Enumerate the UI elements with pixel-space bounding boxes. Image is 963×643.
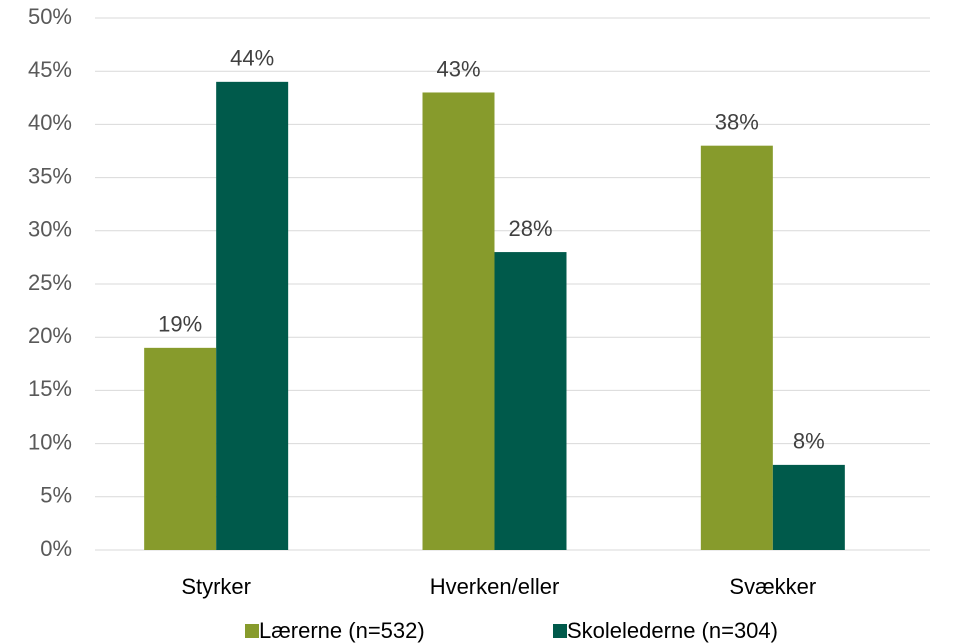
data-label: 28% <box>508 216 552 241</box>
bar <box>700 145 773 550</box>
legend-swatch <box>553 624 567 638</box>
legend-swatch <box>245 624 259 638</box>
x-tick-label: Svækker <box>729 574 816 599</box>
y-tick-label: 35% <box>28 163 72 188</box>
y-tick-label: 40% <box>28 110 72 135</box>
data-label: 38% <box>715 109 759 134</box>
y-tick-label: 50% <box>28 4 72 29</box>
x-tick-label: Styrker <box>181 574 251 599</box>
bar <box>494 252 567 550</box>
bar <box>144 347 217 550</box>
legend-label: Lærerne (n=532) <box>259 618 425 643</box>
y-tick-label: 10% <box>28 429 72 454</box>
legend-label: Skolelederne (n=304) <box>567 618 778 643</box>
data-label: 8% <box>793 429 825 454</box>
data-label: 43% <box>436 56 480 81</box>
y-tick-label: 30% <box>28 217 72 242</box>
bar <box>422 92 495 550</box>
x-tick-label: Hverken/eller <box>430 574 560 599</box>
y-tick-label: 0% <box>40 536 72 561</box>
data-label: 44% <box>230 46 274 71</box>
y-tick-label: 15% <box>28 376 72 401</box>
bar <box>772 464 845 550</box>
y-tick-label: 45% <box>28 57 72 82</box>
bar <box>216 81 289 550</box>
y-tick-label: 25% <box>28 270 72 295</box>
y-tick-label: 5% <box>40 483 72 508</box>
data-label: 19% <box>158 312 202 337</box>
y-tick-label: 20% <box>28 323 72 348</box>
